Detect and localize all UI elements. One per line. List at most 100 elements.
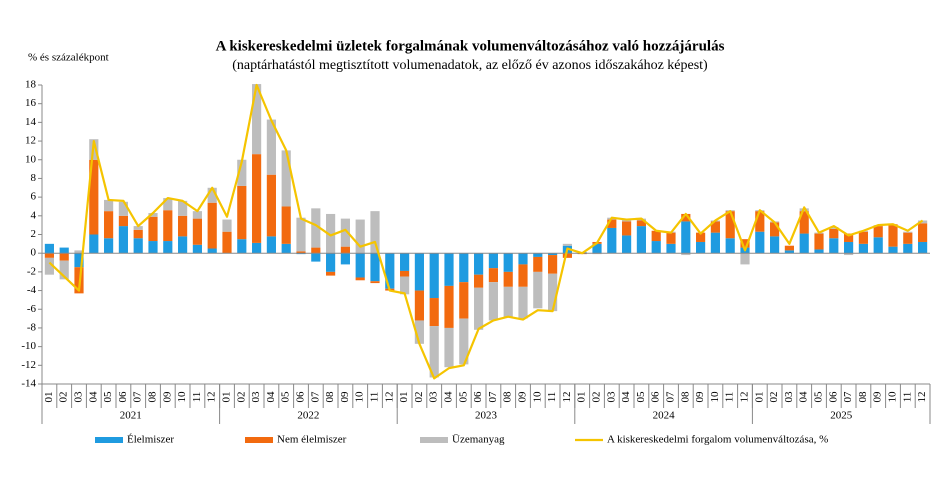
x-tick-label: 05 — [813, 391, 825, 403]
x-tick-label: 02 — [591, 392, 603, 403]
bar-segment — [266, 119, 276, 175]
x-tick-label: 09 — [872, 391, 884, 403]
bar-segment — [340, 218, 350, 247]
bar-segment — [548, 253, 558, 256]
bar-segment — [44, 243, 54, 254]
bar-segment — [696, 232, 706, 242]
x-tick-label: 06 — [472, 391, 484, 403]
bar-segment — [666, 232, 676, 244]
bar-segment — [311, 253, 321, 262]
bar-segment — [474, 287, 484, 330]
legend-swatch — [420, 437, 448, 443]
x-tick-label: 01 — [576, 392, 588, 403]
bar-segment — [74, 253, 84, 268]
x-tick-label: 08 — [324, 391, 336, 403]
year-label: 2025 — [830, 410, 853, 422]
x-tick-label: 07 — [132, 391, 144, 403]
bar-segment — [651, 241, 661, 254]
x-tick-label: 07 — [842, 391, 854, 403]
x-tick-label: 04 — [87, 391, 99, 403]
bar-segment — [59, 253, 69, 261]
bar-segment — [281, 243, 291, 254]
x-tick-label: 12 — [383, 392, 395, 403]
y-axis-label: % és százalékpont — [28, 52, 109, 64]
year-label: 2022 — [297, 410, 319, 422]
bar-segment — [459, 253, 469, 283]
x-tick-label: 01 — [43, 392, 55, 403]
bar-segment — [370, 211, 380, 254]
bar-segment — [118, 201, 128, 216]
bar-segment — [814, 233, 824, 250]
bar-segment — [252, 84, 262, 155]
x-tick-label: 11 — [724, 392, 736, 403]
bar-segment — [607, 219, 617, 228]
bar-segment — [592, 243, 602, 254]
bar-segment — [74, 250, 84, 254]
bar-segment — [636, 220, 646, 227]
bar-segment — [133, 238, 143, 254]
x-tick-label: 11 — [369, 392, 381, 403]
bar-segment — [429, 253, 439, 299]
bar-segment — [533, 271, 543, 309]
bar-segment — [799, 233, 809, 254]
x-tick-label: 04 — [443, 391, 455, 403]
bar-segment — [873, 237, 883, 254]
bar-segment — [474, 274, 484, 288]
y-tick-label: 0 — [31, 247, 37, 259]
bar-segment — [784, 250, 794, 254]
bar-segment — [414, 290, 424, 321]
x-tick-label: 03 — [605, 391, 617, 403]
bar-segment — [681, 213, 691, 222]
bar-segment — [44, 257, 54, 275]
bar-segment — [636, 226, 646, 254]
legend-label: Élelmiszer — [127, 434, 174, 446]
bar-segment — [533, 253, 543, 257]
year-label: 2023 — [475, 410, 498, 422]
bar-segment — [148, 213, 158, 217]
bar-segment — [133, 229, 143, 239]
x-tick-label: 11 — [546, 392, 558, 403]
x-tick-label: 02 — [768, 392, 780, 403]
x-tick-label: 09 — [339, 391, 351, 403]
bar-segment — [207, 187, 217, 203]
bar-segment — [829, 228, 839, 239]
x-tick-label: 07 — [665, 391, 677, 403]
bar-segment — [888, 246, 898, 254]
legend-label: A kiskereskedelmi forgalom volumenváltoz… — [607, 434, 828, 446]
bar-segment — [370, 281, 380, 284]
bar-segment — [918, 220, 928, 224]
bar-segment — [296, 217, 306, 252]
bar-segment — [814, 249, 824, 254]
x-tick-label: 08 — [679, 391, 691, 403]
x-tick-label: 03 — [783, 391, 795, 403]
bar-segment — [178, 236, 188, 254]
bar-segment — [148, 216, 158, 242]
bar-segment — [725, 238, 735, 254]
x-tick-label: 11 — [191, 392, 203, 403]
x-tick-label: 04 — [265, 391, 277, 403]
bar-segment — [725, 211, 735, 239]
bar-segment — [400, 276, 410, 295]
x-tick-label: 12 — [916, 392, 928, 403]
bar-segment — [562, 243, 572, 246]
bar-segment — [237, 159, 247, 186]
bar-segment — [222, 219, 232, 232]
y-tick-label: -4 — [27, 284, 37, 296]
bar-segment — [281, 150, 291, 207]
bar-segment — [414, 253, 424, 291]
bar-segment — [237, 239, 247, 254]
bar-segment — [296, 251, 306, 254]
bar-segment — [237, 185, 247, 240]
bar-segment — [710, 232, 720, 254]
bar-segment — [548, 255, 558, 274]
bar-segment — [903, 243, 913, 254]
bar-segment — [429, 298, 439, 327]
x-tick-label: 12 — [739, 392, 751, 403]
bar-segment — [311, 208, 321, 248]
y-tick-label: 10 — [25, 153, 37, 165]
x-tick-label: 05 — [280, 391, 292, 403]
bar-segment — [118, 215, 128, 227]
bar-segment — [281, 206, 291, 244]
bar-segment — [400, 253, 410, 271]
y-tick-label: -8 — [27, 321, 37, 333]
